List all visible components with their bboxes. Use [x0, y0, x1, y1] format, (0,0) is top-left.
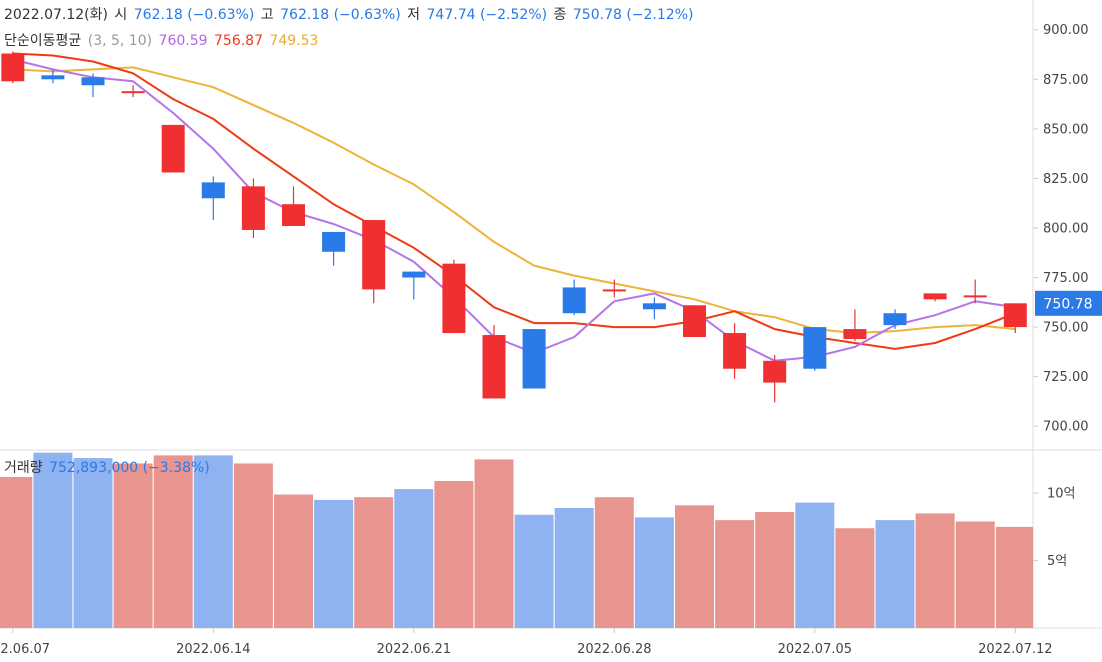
volume-bar — [33, 452, 73, 628]
ohlc-header: 2022.07.12(화) 시 762.18 (−0.63%) 고 762.18… — [4, 4, 695, 24]
time-tick-label: 2022.06.14 — [176, 642, 250, 657]
volume-bar — [715, 520, 755, 628]
candle-body — [723, 333, 747, 369]
price-tick-label: 875.00 — [1043, 73, 1089, 88]
volume-legend-label: 거래량 — [4, 460, 43, 476]
close-label: 종 — [553, 7, 567, 23]
price-tick-label: 800.00 — [1043, 221, 1089, 236]
close-value: 750.78 (−2.12%) — [572, 7, 694, 23]
ma-legend: 단순이동평균 (3, 5, 10) 760.59 756.87 749.53 — [4, 30, 320, 50]
volume-bar — [434, 481, 474, 628]
candle-body — [322, 231, 346, 252]
volume-bar — [634, 517, 674, 628]
candle-body — [642, 303, 666, 310]
volume-tick-label: 10억 — [1047, 487, 1076, 502]
low-label: 저 — [407, 7, 421, 23]
candle-body — [442, 263, 466, 334]
volume-bar — [394, 489, 434, 628]
ma-legend-params: (3, 5, 10) — [87, 33, 153, 49]
time-tick-label: 2022.07.05 — [778, 642, 852, 657]
candle-body — [121, 91, 145, 94]
candle-body — [362, 220, 386, 290]
volume-bar — [955, 521, 995, 628]
candle-body — [963, 295, 987, 298]
time-tick-label: 2022.06.21 — [377, 642, 451, 657]
volume-bar — [193, 455, 233, 628]
candle-body — [161, 124, 185, 173]
volume-bar — [675, 505, 714, 628]
volume-bar — [233, 463, 273, 628]
candle-body — [81, 77, 105, 86]
time-tick-label: 2022.06.28 — [577, 642, 651, 657]
candle-body — [803, 327, 827, 369]
volume-bar — [274, 494, 313, 628]
candle-body — [602, 289, 626, 292]
volume-bar — [835, 528, 875, 628]
time-tick-label: 2022.06.07 — [0, 642, 50, 657]
candle-body — [1, 53, 25, 82]
ma3-line — [12, 58, 1016, 362]
price-tick-label: 850.00 — [1043, 122, 1089, 137]
high-value: 762.18 (−0.63%) — [280, 7, 401, 23]
volume-bar — [755, 512, 795, 628]
candle-body — [843, 329, 867, 339]
volume-bar — [795, 502, 835, 628]
candle-body — [1003, 303, 1027, 328]
ma5-value: 756.87 — [214, 33, 263, 49]
candle-body — [883, 313, 907, 326]
volume-legend-value: 752,893,000 (−3.38%) — [49, 460, 210, 476]
ma-legend-label: 단순이동평균 — [4, 33, 82, 49]
price-tick-label: 775.00 — [1043, 271, 1089, 286]
price-tick-label: 900.00 — [1043, 23, 1089, 38]
candle-body — [402, 271, 426, 278]
candles — [1, 51, 1027, 403]
volume-bar — [73, 458, 113, 628]
ma10-line — [12, 66, 1016, 334]
price-badge-label: 750.78 — [1044, 296, 1093, 312]
high-label: 고 — [260, 7, 274, 23]
volume-bar — [354, 497, 394, 628]
moving-average-lines — [12, 52, 1016, 362]
price-tick-label: 750.00 — [1043, 321, 1089, 336]
candle-body — [522, 329, 546, 389]
volume-bar — [915, 513, 955, 628]
candle-body — [241, 186, 265, 230]
volume-bar — [594, 497, 634, 628]
candle-body — [201, 182, 225, 199]
ma10-value: 749.53 — [269, 33, 319, 49]
price-badge: 750.78 — [1035, 290, 1102, 316]
time-tick-label: 2022.07.12 — [978, 642, 1052, 657]
volume-bar — [153, 455, 193, 628]
volume-bar — [554, 507, 594, 628]
low-value: 747.74 (−2.52%) — [426, 7, 548, 23]
volume-tick-label: 5억 — [1047, 554, 1067, 569]
open-label: 시 — [114, 7, 128, 23]
open-value: 762.18 (−0.63%) — [133, 7, 255, 23]
volume-bar — [514, 514, 554, 628]
candle-body — [482, 335, 506, 399]
volume-bar — [113, 463, 153, 628]
ma3-value: 760.59 — [158, 33, 208, 49]
candle-body — [923, 293, 947, 300]
volume-legend: 거래량 752,893,000 (−3.38%) — [4, 457, 212, 477]
price-tick-label: 700.00 — [1043, 420, 1089, 435]
header-date: 2022.07.12(화) — [4, 7, 108, 23]
price-tick-label: 825.00 — [1043, 172, 1089, 187]
volume-bar — [995, 526, 1033, 628]
candle-body — [41, 75, 65, 80]
volume-bar — [0, 476, 33, 628]
candle-body — [683, 305, 706, 338]
candle-body — [763, 360, 787, 383]
volume-bar — [314, 499, 354, 628]
candle-body — [282, 204, 305, 226]
ma5-line — [12, 52, 1016, 350]
volume-bar — [474, 459, 514, 628]
volume-bars — [0, 452, 1033, 628]
candle-body — [562, 287, 586, 314]
price-tick-label: 725.00 — [1043, 370, 1089, 385]
axes: 700.00 725.00 750.00 775.00 800.00 825.00 850.… — [0, 23, 1089, 657]
volume-bar — [875, 520, 915, 628]
